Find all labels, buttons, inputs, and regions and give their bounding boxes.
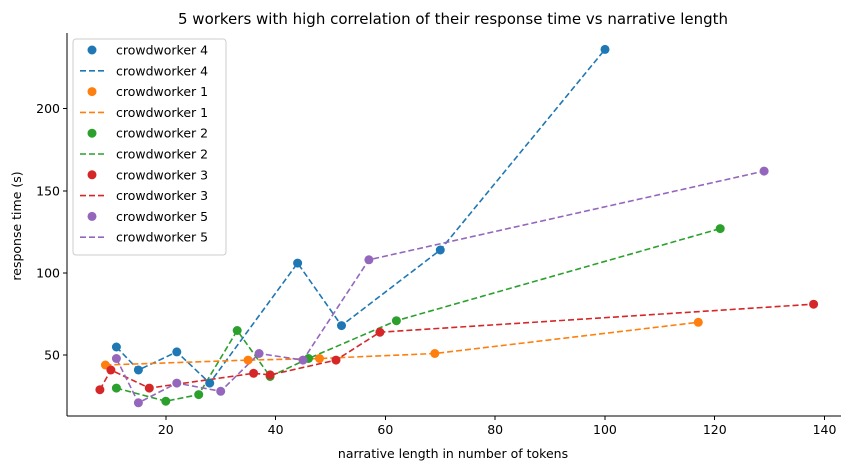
y-tick-label: 100 xyxy=(36,265,60,280)
x-tick-label: 80 xyxy=(487,422,503,437)
data-point-crowdworker-5 xyxy=(254,349,264,358)
series-line-crowdworker-3 xyxy=(99,303,814,391)
legend-label-crowdworker-2: crowdworker 2 xyxy=(116,126,208,141)
data-point-crowdworker-4 xyxy=(172,347,182,357)
legend-label-crowdworker-5: crowdworker 5 xyxy=(116,230,208,245)
data-point-crowdworker-3 xyxy=(144,383,154,393)
axes: 20 40 60 80 100 120 140 50 100 150 200 xyxy=(36,33,841,437)
legend-marker-crowdworker-2 xyxy=(87,128,97,138)
data-point-crowdworker-2 xyxy=(715,224,725,234)
data-point-crowdworker-3 xyxy=(331,355,341,365)
series-line-crowdworker-5 xyxy=(115,170,765,404)
plot-area xyxy=(95,44,819,408)
legend-label-crowdworker-4: crowdworker 4 xyxy=(116,63,208,78)
data-point-crowdworker-1 xyxy=(243,355,253,365)
x-tick-label: 40 xyxy=(268,422,284,437)
data-point-crowdworker-2 xyxy=(391,316,401,326)
chart-title: 5 workers with high correlation of their… xyxy=(178,10,728,28)
data-point-crowdworker-5 xyxy=(364,255,374,265)
data-point-crowdworker-1 xyxy=(430,349,440,358)
legend-label-crowdworker-5: crowdworker 5 xyxy=(116,209,208,224)
x-tick-label: 120 xyxy=(703,422,727,437)
data-point-crowdworker-3 xyxy=(106,365,116,375)
data-point-crowdworker-1 xyxy=(693,317,703,327)
legend-marker-crowdworker-3 xyxy=(87,170,97,180)
data-point-crowdworker-2 xyxy=(161,396,171,406)
x-tick-label: 100 xyxy=(593,422,617,437)
series-line-crowdworker-4 xyxy=(115,48,606,385)
data-point-crowdworker-3 xyxy=(809,299,819,309)
data-point-crowdworker-3 xyxy=(265,370,275,380)
data-point-crowdworker-4 xyxy=(293,258,303,268)
data-point-crowdworker-4 xyxy=(435,245,445,255)
data-point-crowdworker-5 xyxy=(111,354,121,363)
legend-marker-crowdworker-5 xyxy=(87,211,97,221)
x-tick-label: 140 xyxy=(813,422,837,437)
data-point-crowdworker-2 xyxy=(111,383,121,393)
y-tick-label: 200 xyxy=(36,101,60,116)
x-tick-label: 20 xyxy=(158,422,174,437)
legend-marker-crowdworker-1 xyxy=(87,87,97,97)
data-point-crowdworker-4 xyxy=(111,342,121,352)
data-point-crowdworker-4 xyxy=(337,321,346,331)
data-point-crowdworker-2 xyxy=(194,390,204,400)
data-point-crowdworker-1 xyxy=(315,354,324,363)
data-point-crowdworker-4 xyxy=(600,44,610,54)
legend-label-crowdworker-1: crowdworker 1 xyxy=(116,84,208,99)
legend-label-crowdworker-1: crowdworker 1 xyxy=(116,105,208,120)
legend-label-crowdworker-3: crowdworker 3 xyxy=(116,188,208,203)
data-point-crowdworker-3 xyxy=(375,327,385,337)
y-axis-label: response time (s) xyxy=(9,171,24,280)
data-point-crowdworker-2 xyxy=(232,326,242,335)
x-tick-label: 60 xyxy=(377,422,393,437)
legend-label-crowdworker-4: crowdworker 4 xyxy=(116,43,208,58)
y-tick-label: 50 xyxy=(44,348,60,363)
data-point-crowdworker-3 xyxy=(95,385,105,395)
legend-label-crowdworker-3: crowdworker 3 xyxy=(116,167,208,182)
legend: crowdworker 4 crowdworker 4 crowdworker 1 c… xyxy=(72,38,227,256)
series-line-crowdworker-2 xyxy=(116,227,721,403)
data-point-crowdworker-5 xyxy=(298,355,308,365)
data-point-crowdworker-4 xyxy=(133,365,143,375)
x-axis-label: narrative length in number of tokens xyxy=(338,446,568,461)
legend-box xyxy=(72,38,227,256)
legend-label-crowdworker-2: crowdworker 2 xyxy=(116,147,208,162)
y-tick-label: 150 xyxy=(36,183,60,198)
series-line-crowdworker-1 xyxy=(105,321,699,366)
data-point-crowdworker-5 xyxy=(216,386,226,396)
data-point-crowdworker-5 xyxy=(133,398,143,408)
data-point-crowdworker-4 xyxy=(205,378,215,388)
data-point-crowdworker-3 xyxy=(249,368,259,378)
legend-marker-crowdworker-4 xyxy=(87,45,97,55)
data-point-crowdworker-5 xyxy=(759,166,769,176)
data-point-crowdworker-5 xyxy=(172,378,182,388)
